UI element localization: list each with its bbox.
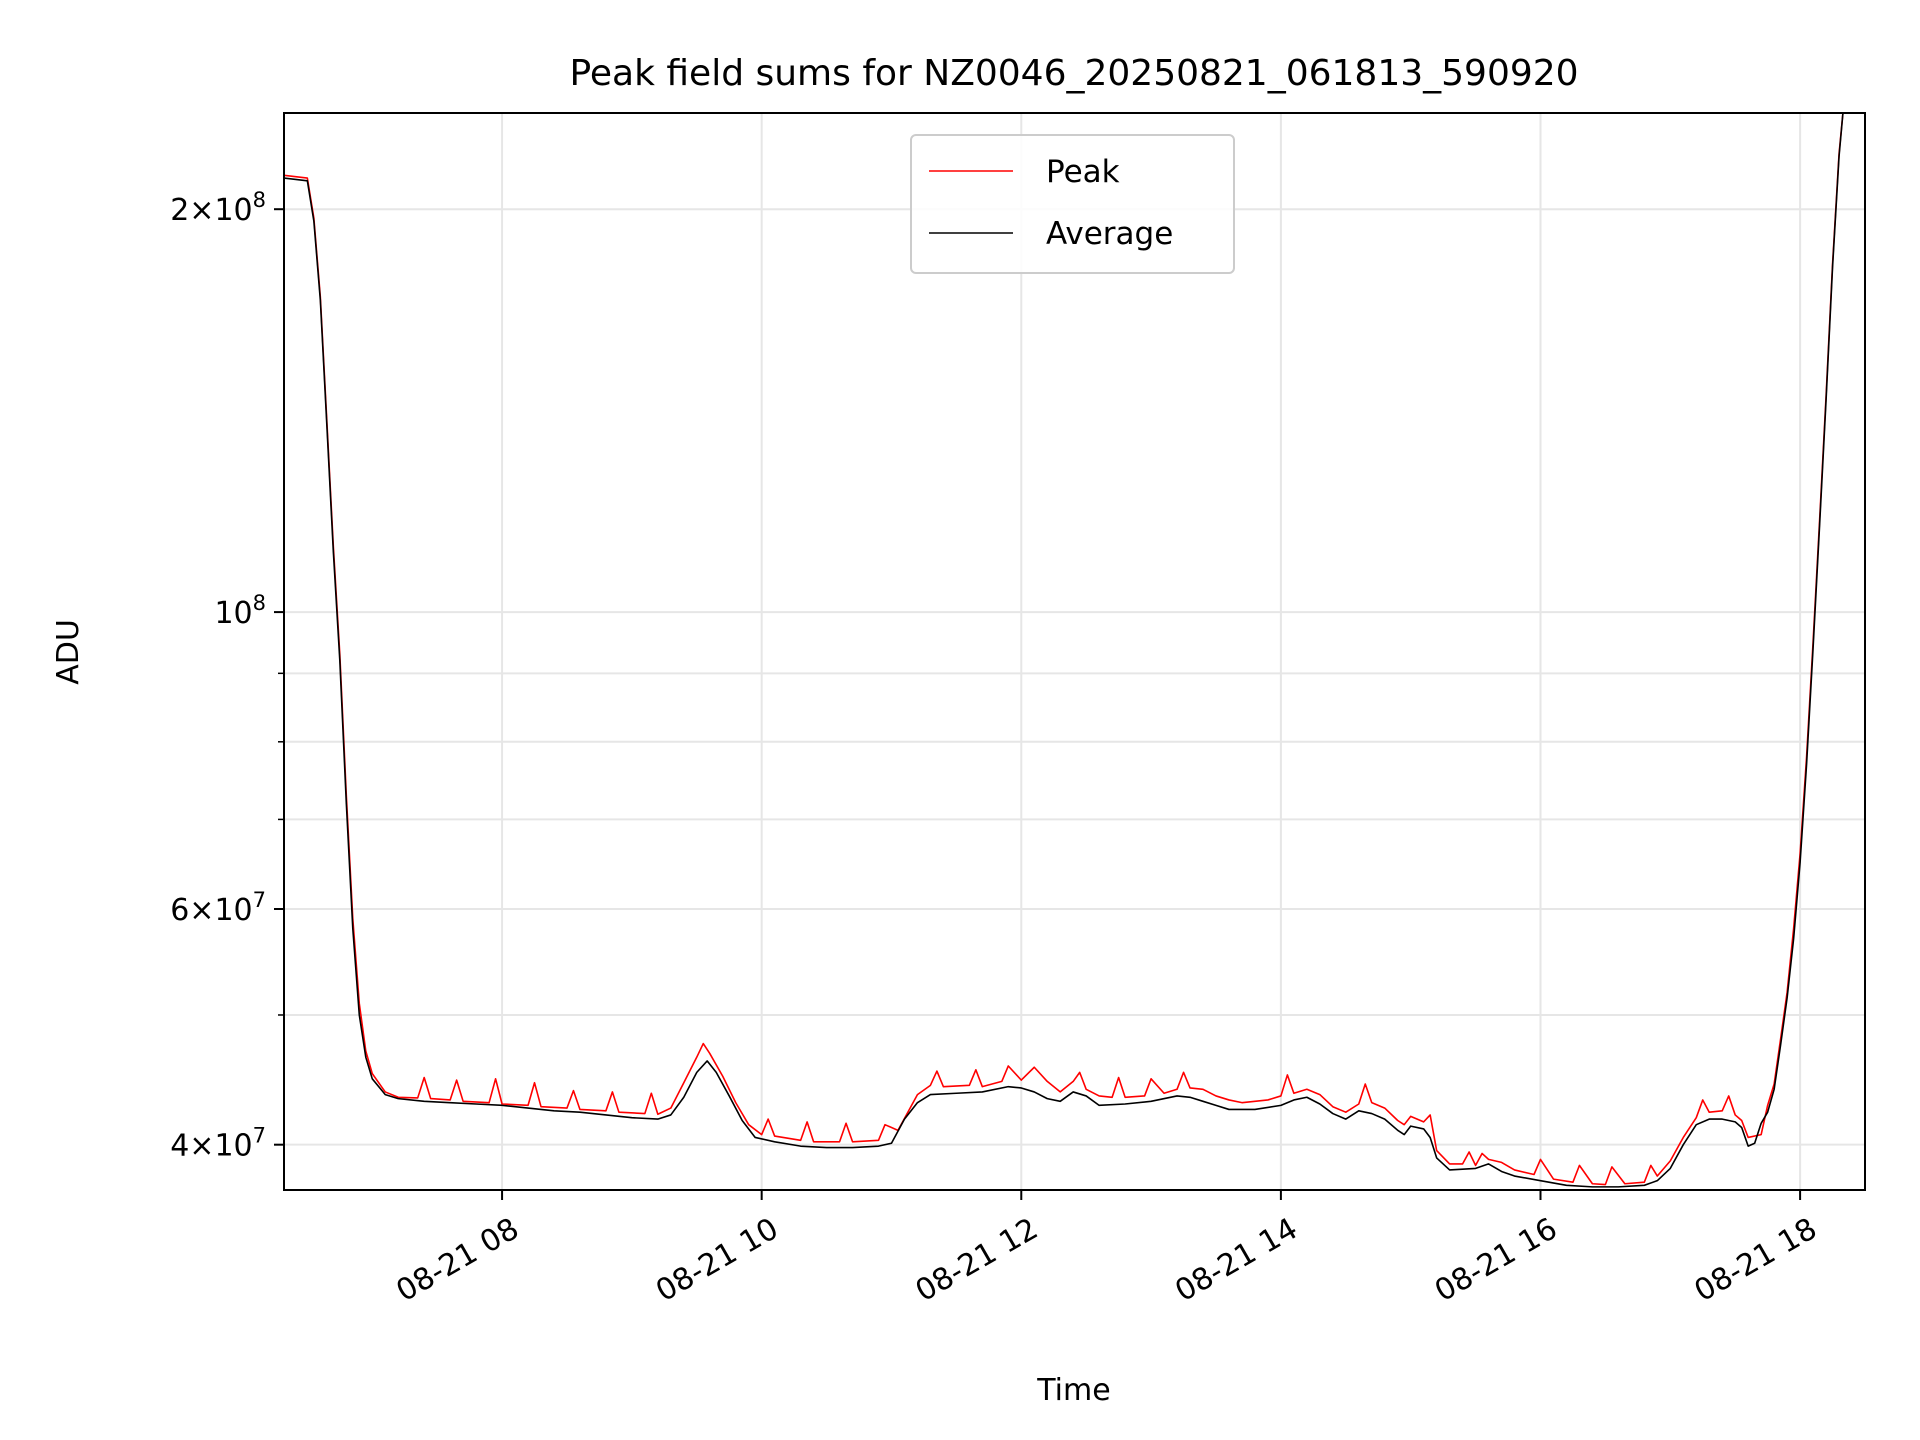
chart-title: Peak field sums for NZ0046_20250821_0618… bbox=[569, 53, 1578, 94]
y-tick-label: 6×107 bbox=[170, 888, 266, 928]
series-line-average bbox=[284, 113, 1844, 1188]
x-tick-label: 08-21 10 bbox=[650, 1211, 784, 1309]
series-layer bbox=[284, 113, 1844, 1188]
x-tick-label: 08-21 16 bbox=[1429, 1211, 1563, 1309]
y-tick-label: 2×108 bbox=[170, 188, 266, 228]
grid-lines bbox=[284, 113, 1865, 1190]
legend: Peak Average bbox=[910, 134, 1235, 274]
legend-box bbox=[910, 134, 1235, 274]
x-tick-label: 08-21 14 bbox=[1169, 1211, 1303, 1309]
y-tick-label: 108 bbox=[214, 591, 266, 631]
x-tick-label: 08-21 18 bbox=[1689, 1211, 1823, 1309]
plot-frame bbox=[283, 112, 1866, 1191]
x-axis-label: Time bbox=[1036, 1373, 1110, 1408]
y-axis-label: ADU bbox=[51, 619, 86, 685]
legend-peak-label: Peak bbox=[1046, 154, 1120, 190]
x-tick-label: 08-21 08 bbox=[391, 1211, 525, 1309]
axis-ticks: 08-21 08 08-21 10 08-21 12 08-21 14 08-21 16… bbox=[170, 188, 1823, 1309]
series-line-peak bbox=[284, 113, 1844, 1186]
x-tick-label: 08-21 12 bbox=[910, 1211, 1044, 1309]
legend-average-label: Average bbox=[1046, 216, 1173, 252]
y-tick-label: 4×107 bbox=[170, 1124, 266, 1164]
